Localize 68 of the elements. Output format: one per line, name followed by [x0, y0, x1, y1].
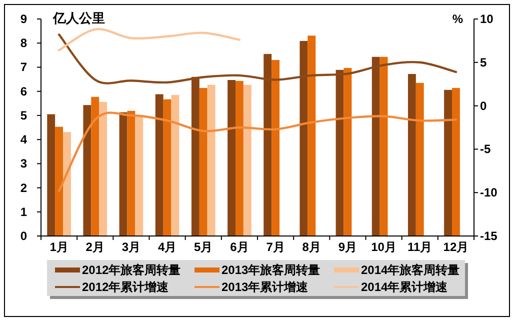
bar: [155, 94, 164, 236]
bar: [452, 88, 460, 236]
bar: [444, 90, 452, 236]
legend-label: 2012年旅客周转量: [82, 263, 181, 277]
bar: [83, 105, 92, 236]
x-tick-label: 3月: [122, 240, 141, 254]
y2-tick-label: 5: [480, 55, 487, 70]
bar: [171, 94, 180, 236]
y-tick-label: 5: [20, 108, 28, 122]
y-tick-label: 7: [20, 60, 28, 74]
y2-axis-title: %: [452, 12, 464, 26]
bar: [264, 54, 272, 236]
y-tick-label: 3: [20, 156, 28, 171]
bar: [191, 76, 200, 236]
bar: [135, 116, 144, 236]
bar: [119, 112, 128, 236]
x-tick-label: 6月: [230, 240, 249, 254]
y-tick-label: 2: [20, 180, 28, 195]
y2-tick-label: -15: [480, 229, 498, 243]
bar: [228, 80, 236, 236]
legend-label: 2014年累计增速: [361, 280, 449, 294]
line-series: [58, 34, 458, 84]
x-tick-label: 10月: [371, 240, 396, 254]
x-tick-label: 1月: [50, 240, 68, 254]
line-series: [58, 28, 241, 52]
x-tick-label: 2月: [86, 240, 104, 254]
y2-tick-label: 0: [480, 98, 487, 113]
bar: [91, 96, 100, 236]
bar: [336, 70, 344, 236]
bar: [99, 102, 108, 236]
bar: [416, 82, 424, 236]
x-tick-label: 9月: [338, 240, 358, 254]
legend-label: 2013年累计增速: [222, 280, 310, 294]
x-tick-label: 12月: [443, 240, 469, 254]
y2-tick-label: 10: [480, 12, 494, 26]
bar: [199, 88, 208, 236]
x-tick-label: 7月: [266, 240, 285, 254]
bar: [272, 60, 280, 236]
bar: [55, 126, 64, 236]
legend-label: 2012年累计增速: [82, 280, 170, 294]
y2-tick-label: -5: [480, 142, 491, 156]
bar: [163, 99, 172, 236]
y2-tick-label: -10: [480, 186, 498, 200]
bar: [127, 110, 136, 236]
y-tick-label: 8: [20, 36, 28, 50]
y-tick-label: 6: [20, 84, 28, 98]
bar: [207, 84, 216, 236]
bar: [47, 114, 56, 236]
bar: [243, 84, 252, 236]
y-tick-label: 1: [20, 204, 28, 219]
y-axis-title: 亿人公里: [52, 10, 105, 26]
x-tick-label: 8月: [302, 240, 321, 254]
bar: [300, 40, 308, 236]
x-tick-label: 4月: [158, 240, 177, 254]
x-tick-label: 5月: [194, 240, 213, 254]
bar: [372, 56, 380, 236]
bar: [380, 56, 388, 236]
y-tick-label: 4: [20, 132, 28, 147]
bar: [308, 36, 316, 236]
legend-label: 2014年旅客周转量: [361, 263, 460, 277]
bar: [235, 80, 244, 236]
y-tick-label: 0: [20, 229, 28, 243]
legend-label: 2013年旅客周转量: [222, 263, 320, 277]
y-tick-label: 9: [20, 12, 28, 26]
bar: [408, 74, 416, 236]
bar: [63, 132, 71, 236]
x-tick-label: 11月: [408, 240, 432, 254]
bar: [344, 68, 352, 236]
